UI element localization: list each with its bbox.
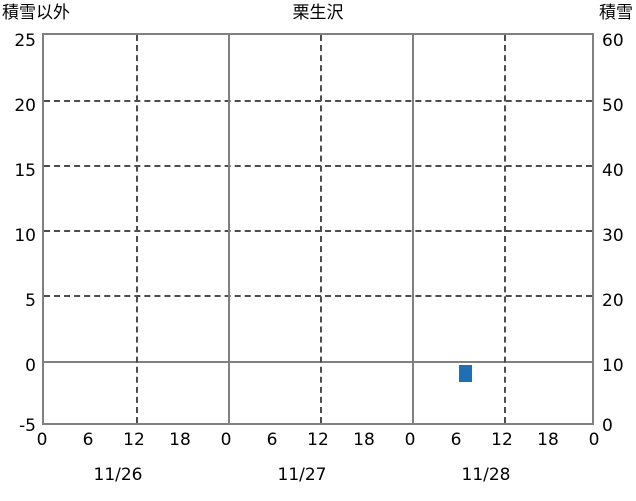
x-day-label-1: 11/27 (277, 465, 327, 485)
y-tick-right-2: 40 (602, 161, 624, 181)
gridline-h-10 (44, 230, 592, 232)
y-tick-left-4: 5 (25, 291, 36, 311)
x-tick-11: 18 (537, 430, 559, 450)
gridline-v-1127-00 (412, 35, 414, 423)
gridline-h-15 (44, 165, 592, 167)
y-tick-right-3: 30 (602, 226, 624, 246)
x-tick-8: 0 (404, 430, 416, 450)
x-tick-4: 0 (220, 430, 232, 450)
x-tick-3: 18 (169, 430, 191, 450)
gridline-h-5 (44, 295, 592, 297)
x-tick-6: 12 (307, 430, 329, 450)
right-axis-title: 積雪 (599, 3, 633, 23)
x-tick-5: 6 (266, 430, 278, 450)
x-day-label-0: 11/26 (93, 465, 143, 485)
x-tick-10: 12 (491, 430, 513, 450)
plot-inner (44, 35, 592, 423)
gridline-v-1126-18 (320, 35, 322, 423)
x-tick-2: 12 (123, 430, 145, 450)
bar-snow-depth (459, 365, 472, 382)
x-tick-12: 0 (588, 430, 600, 450)
y-tick-right-6: 0 (602, 416, 613, 436)
y-tick-left-5: 0 (25, 356, 36, 376)
left-axis-title: 積雪以外 (2, 3, 70, 23)
y-tick-left-0: 25 (14, 31, 36, 51)
y-tick-right-1: 50 (602, 96, 624, 116)
y-tick-left-1: 20 (14, 96, 36, 116)
gridline-v-1127-06 (504, 35, 506, 423)
x-day-label-2: 11/28 (461, 465, 511, 485)
gridline-h-0 (44, 361, 592, 363)
y-tick-right-4: 20 (602, 291, 624, 311)
x-tick-9: 6 (450, 430, 462, 450)
x-tick-1: 6 (82, 430, 94, 450)
x-tick-0: 0 (36, 430, 48, 450)
y-tick-left-6: -5 (19, 416, 36, 436)
y-tick-left-3: 10 (14, 226, 36, 246)
y-tick-right-0: 60 (602, 31, 624, 51)
chart-title: 栗生沢 (292, 3, 344, 23)
plot-area (42, 33, 594, 425)
gridline-v-1126-12 (228, 35, 230, 423)
gridline-v-1126-06 (136, 35, 138, 423)
y-tick-left-2: 15 (14, 161, 36, 181)
x-tick-7: 18 (353, 430, 375, 450)
y-tick-right-5: 10 (602, 356, 624, 376)
gridline-h-20 (44, 100, 592, 102)
